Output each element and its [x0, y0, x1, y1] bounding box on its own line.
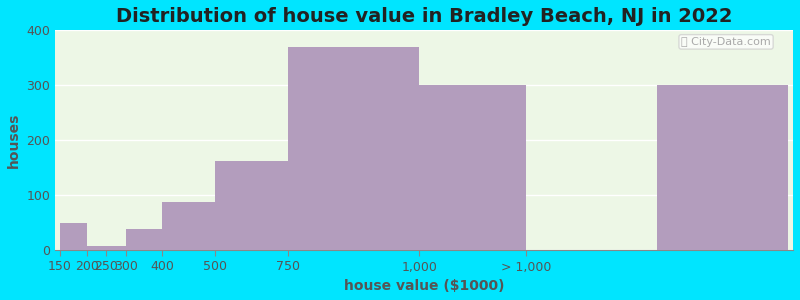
Bar: [162, 202, 215, 250]
Bar: [288, 47, 419, 250]
Bar: [86, 246, 106, 250]
Bar: [126, 229, 162, 250]
Bar: [419, 85, 526, 250]
Title: Distribution of house value in Bradley Beach, NJ in 2022: Distribution of house value in Bradley B…: [116, 7, 732, 26]
Bar: [215, 160, 288, 250]
X-axis label: house value ($1000): house value ($1000): [344, 279, 504, 293]
Bar: [657, 85, 788, 250]
Bar: [60, 223, 86, 250]
Y-axis label: houses: houses: [7, 112, 21, 168]
Text: ⓘ City-Data.com: ⓘ City-Data.com: [681, 37, 771, 47]
Bar: [106, 246, 126, 250]
